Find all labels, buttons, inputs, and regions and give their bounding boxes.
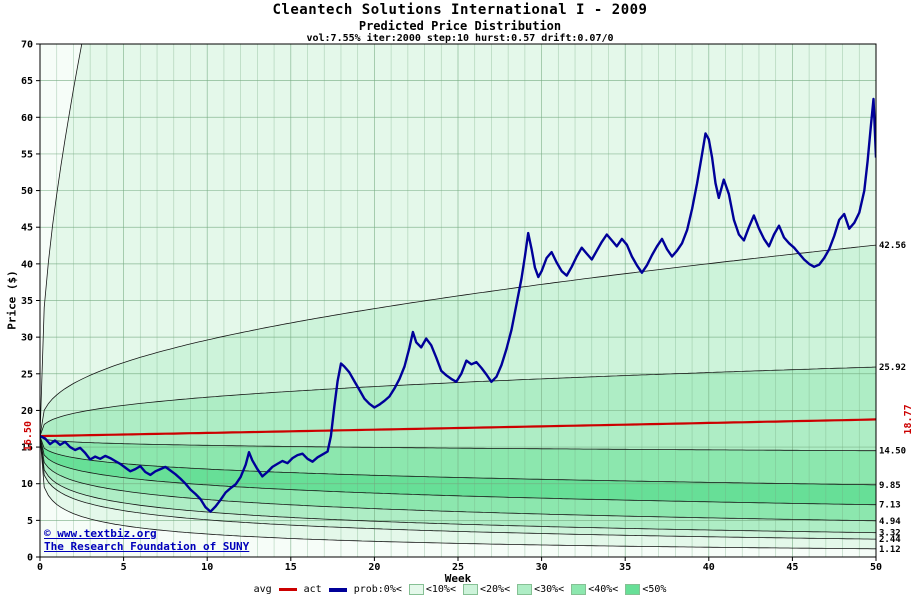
quantile-end-label: 3.32 xyxy=(879,529,901,539)
legend-band-swatch xyxy=(517,584,533,595)
quantile-end-label: 7.13 xyxy=(879,501,901,511)
x-tick-label: 0 xyxy=(37,562,43,573)
quantile-end-label: 1.12 xyxy=(879,545,901,555)
x-tick-label: 20 xyxy=(368,562,380,573)
legend-avg-line-swatch xyxy=(278,588,297,591)
quantile-curve xyxy=(40,436,876,522)
watermark-link-suny[interactable]: The Research Foundation of SUNY xyxy=(44,540,250,553)
axis-ticks: 0 5 10 15 20 25 30 35 40 45 50 0 5 10 15 20 25 30 35 40 45 50… xyxy=(21,40,882,574)
quantile-curve xyxy=(40,435,876,452)
quantile-curve xyxy=(40,244,876,437)
y-tick-label: 30 xyxy=(21,333,33,344)
legend-band-swatch xyxy=(408,584,424,595)
y-tick-label: 55 xyxy=(21,149,33,160)
legend-band-list: <10%< <20%< <30%< <40%< <50% xyxy=(408,584,666,595)
legend-band-item: <50% xyxy=(625,584,666,595)
quantile-end-label: 25.92 xyxy=(879,363,906,373)
legend-band-swatch xyxy=(571,584,587,595)
quantile-curves xyxy=(40,44,876,550)
legend-band-label: <20%< xyxy=(479,584,511,595)
legend-act-label: act xyxy=(303,584,322,595)
legend-prob-label: prob:0%< xyxy=(353,584,402,595)
quantile-end-label: 9.85 xyxy=(879,481,901,491)
x-tick-label: 25 xyxy=(452,562,464,573)
legend-band-label: <40%< xyxy=(588,584,619,595)
act-line xyxy=(40,97,876,513)
quantile-curve xyxy=(40,436,876,550)
legend-band-item: <10%< xyxy=(408,584,456,595)
y-tick-label: 5 xyxy=(27,516,33,527)
legend-band-swatch xyxy=(625,584,641,595)
legend-band-label: <10%< xyxy=(425,584,456,595)
y-tick-label: 0 xyxy=(27,553,33,564)
probability-band xyxy=(40,436,876,505)
x-tick-label: 15 xyxy=(285,562,297,573)
y-tick-label: 10 xyxy=(21,479,33,490)
quantile-end-label: 4.94 xyxy=(879,517,901,527)
avg-end-price-label: 18.77 xyxy=(903,404,914,434)
probability-band xyxy=(40,436,876,521)
legend-band-item: <30%< xyxy=(517,584,564,595)
legend: avg act prob:0%< <10%< <20%< <30%< <40%< <50… xyxy=(0,584,920,595)
quantile-curve xyxy=(40,436,876,534)
chart-subtitle: Predicted Price Distribution xyxy=(358,19,562,33)
legend-act-line-swatch xyxy=(328,587,347,592)
y-tick-label: 35 xyxy=(21,296,33,307)
quantile-curve xyxy=(40,436,876,540)
y-axis-title: Price ($) xyxy=(5,270,19,330)
right-quantile-labels: 42.56 25.92 14.50 9.85 7.13 4.94 3.322.441.12 xyxy=(879,241,906,555)
y-tick-label: 40 xyxy=(21,259,33,270)
x-tick-label: 45 xyxy=(786,562,798,573)
x-tick-label: 35 xyxy=(619,562,631,573)
y-tick-label: 60 xyxy=(21,113,33,124)
x-tick-label: 50 xyxy=(870,562,882,573)
legend-band-item: <40%< xyxy=(571,584,618,595)
start-price-label: 16.50 xyxy=(23,421,34,451)
y-tick-label: 25 xyxy=(21,369,33,380)
y-tick-label: 45 xyxy=(21,223,33,234)
quantile-end-label: 42.56 xyxy=(879,241,906,251)
x-tick-label: 30 xyxy=(536,562,548,573)
avg-line xyxy=(40,418,876,438)
x-axis-title: Week xyxy=(444,572,472,585)
quantile-end-label: 2.44 xyxy=(879,535,901,545)
quantile-curve xyxy=(40,366,876,437)
y-tick-label: 50 xyxy=(21,186,33,197)
quantile-curve xyxy=(40,436,876,506)
y-tick-label: 70 xyxy=(21,40,33,51)
y-tick-label: 20 xyxy=(21,406,33,417)
legend-band-swatch xyxy=(462,584,478,595)
legend-avg-label: avg xyxy=(253,584,272,595)
y-tick-label: 15 xyxy=(21,443,33,454)
quantile-curve xyxy=(40,435,876,486)
legend-band-item: <20%< xyxy=(462,584,511,595)
simulation-parameters: vol:7.55% iter:2000 step:10 hurst:0.57 d… xyxy=(306,33,614,44)
grid-lines xyxy=(40,44,876,557)
quantile-end-label: 14.50 xyxy=(879,447,906,457)
page-title: Cleantech Solutions International I - 20… xyxy=(272,2,648,18)
y-tick-label: 65 xyxy=(21,76,33,87)
probability-band xyxy=(40,436,876,533)
x-tick-label: 40 xyxy=(703,562,715,573)
legend-band-label: <30%< xyxy=(534,584,565,595)
x-tick-label: 10 xyxy=(201,562,213,573)
watermark-link-textbiz[interactable]: © www.textbiz.org xyxy=(44,527,157,540)
x-tick-label: 5 xyxy=(121,562,127,573)
legend-band-label: <50% xyxy=(642,584,667,595)
